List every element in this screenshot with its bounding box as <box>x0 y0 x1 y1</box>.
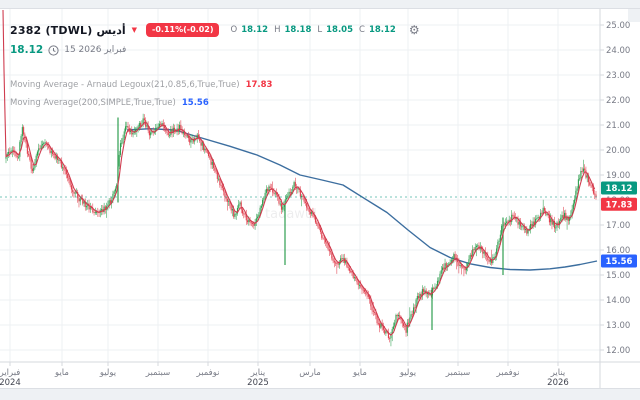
low-label: L <box>317 25 323 35</box>
svg-text:14.00: 14.00 <box>606 296 630 306</box>
svg-text:مايو: مايو <box>352 368 367 378</box>
settings-gear-icon[interactable]: ⚙︎ <box>408 23 420 37</box>
svg-text:2025: 2025 <box>247 378 269 388</box>
ohlc-values: O 18.12 H 18.18 L 18.05 C 18.12 <box>230 25 397 35</box>
indicator-alma-label: Moving Average - Arnaud Legoux(21,0.85,6… <box>10 80 240 90</box>
svg-text:مايو: مايو <box>54 368 69 378</box>
svg-text:سبتمبر: سبتمبر <box>145 368 170 378</box>
svg-text:فبراير: فبراير <box>0 368 20 378</box>
svg-text:20.00: 20.00 <box>606 146 630 156</box>
svg-text:22.00: 22.00 <box>606 96 630 106</box>
bar-date: 15 2026 فبراير <box>64 45 127 55</box>
symbol-title[interactable]: 2382 (TDWL) أديس <box>10 24 126 37</box>
svg-text:سبتمبر: سبتمبر <box>445 368 470 378</box>
window-bottom-strip <box>0 388 640 400</box>
svg-text:24.00: 24.00 <box>606 46 630 56</box>
indicator-sma200-value: 15.56 <box>181 98 209 108</box>
indicator-alma-value: 17.83 <box>245 80 273 90</box>
indicator-sma200-row[interactable]: Moving Average(200,SIMPLE,True,True) 15.… <box>10 98 209 108</box>
low-value: 18.05 <box>326 25 354 35</box>
close-value: 18.12 <box>368 25 396 35</box>
svg-text:يناير: يناير <box>550 368 566 378</box>
svg-text:16.00: 16.00 <box>606 246 630 256</box>
svg-text:15.00: 15.00 <box>606 271 630 281</box>
svg-text:12.00: 12.00 <box>606 346 630 356</box>
svg-text:يناير: يناير <box>250 368 266 378</box>
close-label: C <box>359 25 365 35</box>
bar-info-row: 18.12 15 2026 فبراير <box>10 44 126 56</box>
svg-text:نوفمبر: نوفمبر <box>196 368 220 378</box>
svg-text:25.00: 25.00 <box>606 21 630 31</box>
high-value: 18.18 <box>284 25 312 35</box>
svg-text:15.56: 15.56 <box>606 257 633 267</box>
time-axis[interactable] <box>0 362 600 388</box>
svg-text:23.00: 23.00 <box>606 71 630 81</box>
svg-text:tadawul: tadawul <box>265 207 317 222</box>
svg-text:18.12: 18.12 <box>606 184 633 194</box>
svg-text:17.83: 17.83 <box>606 200 633 210</box>
svg-text:نوفمبر: نوفمبر <box>496 368 520 378</box>
svg-text:19.00: 19.00 <box>606 171 630 181</box>
svg-text:13.00: 13.00 <box>606 321 630 331</box>
window-top-strip <box>0 0 640 9</box>
svg-text:مارس: مارس <box>299 368 321 378</box>
symbol-header-row: 2382 (TDWL) أديس ▼ -0.11%(-0.02) O 18.12… <box>10 23 420 37</box>
symbol-code: 2382 <box>10 23 42 37</box>
indicator-alma-row[interactable]: Moving Average - Arnaud Legoux(21,0.85,6… <box>10 80 272 90</box>
high-label: H <box>274 25 281 35</box>
svg-text:17.00: 17.00 <box>606 221 630 231</box>
svg-text:يوليو: يوليو <box>99 368 117 378</box>
dropdown-caret-icon[interactable]: ▼ <box>131 26 138 34</box>
price-axis[interactable] <box>600 9 640 362</box>
open-value: 18.12 <box>241 25 269 35</box>
svg-text:2026: 2026 <box>547 378 569 388</box>
svg-text:21.00: 21.00 <box>606 121 630 131</box>
change-badge: -0.11%(-0.02) <box>146 23 220 37</box>
symbol-exchange: (TDWL) <box>45 23 93 37</box>
open-label: O <box>230 25 238 35</box>
indicator-sma200-label: Moving Average(200,SIMPLE,True,True) <box>10 98 176 108</box>
symbol-name: أديس <box>96 23 126 37</box>
clock-icon <box>48 44 59 56</box>
svg-text:2024: 2024 <box>0 378 21 388</box>
svg-text:يوليو: يوليو <box>399 368 417 378</box>
last-price-value: 18.12 <box>10 44 44 56</box>
